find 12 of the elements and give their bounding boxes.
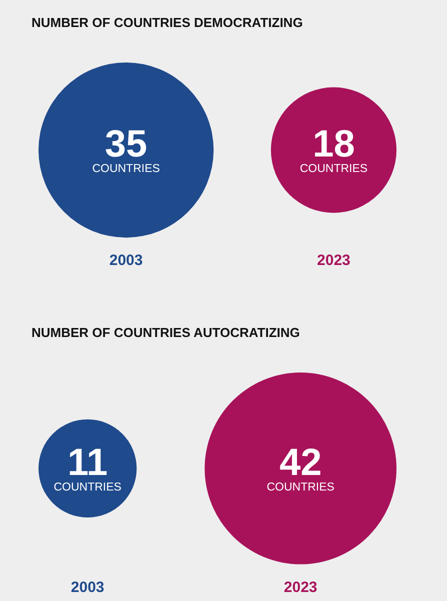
category-label: 2023 [284,578,318,596]
category-label: 2023 [317,252,350,270]
text: NUMBER OF COUNTRIES DEMOCRATIZING [32,15,303,30]
category-label: 2003 [70,578,104,596]
data-label: 11 [68,442,108,484]
text: COUNTRIES [300,163,368,176]
text: NUMBER OF COUNTRIES AUTOCRATIZING [32,325,300,340]
data-label: 42 [279,442,322,484]
category-label: 2003 [109,252,143,270]
text: COUNTRIES [266,481,335,494]
text: COUNTRIES [92,163,160,176]
text: COUNTRIES [54,481,122,494]
